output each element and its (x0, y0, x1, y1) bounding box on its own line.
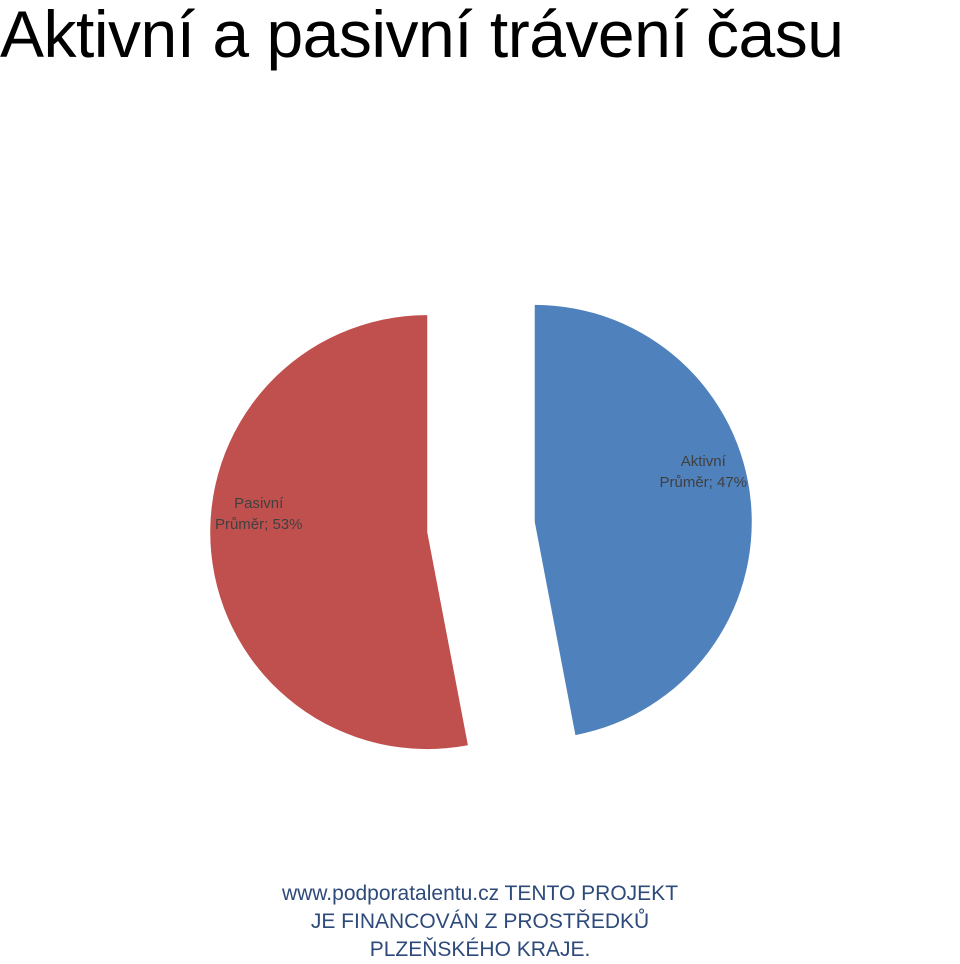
pie-slice-aktivní (534, 304, 752, 736)
pie-slice-pasivní (210, 315, 468, 750)
pie-labels: Aktivní Průměr; 47% Pasivní Průměr; 53% (215, 453, 747, 533)
pie-label-pasivní: Pasivní Průměr; 53% (215, 495, 303, 533)
footer-text: www.podporatalentu.cz TENTO PROJEKT JE F… (281, 882, 679, 961)
pie-label-aktivní: Aktivní Průměr; 47% (659, 453, 747, 491)
pie-slices (210, 304, 752, 750)
slide-title: Aktivní a pasivní trávení času (0, 0, 844, 71)
